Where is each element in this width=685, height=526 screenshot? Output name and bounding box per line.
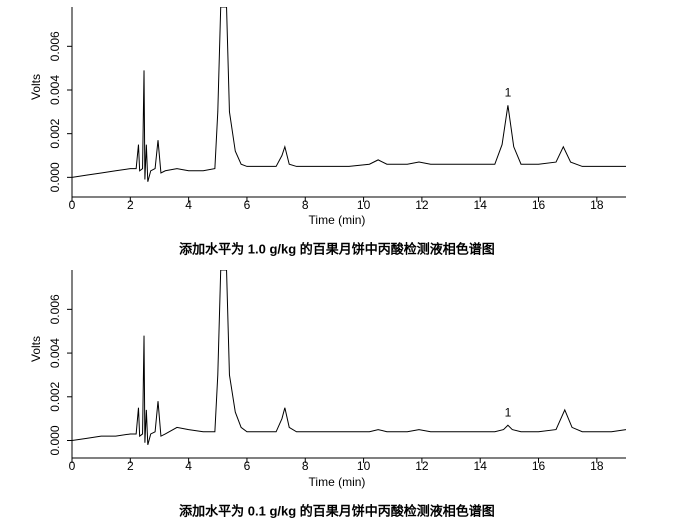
x-tick-label: 18 [590,459,604,473]
x-tick-label: 14 [474,198,488,212]
x-tick-label: 10 [357,459,371,473]
peak-annotation: 1 [505,85,512,99]
y-tick-label: 0.006 [48,31,62,61]
peak-annotation: 1 [505,405,512,419]
x-tick-label: 10 [357,198,371,212]
trace [72,7,626,182]
y-axis-label: Volts [29,336,43,362]
y-tick-label: 0.004 [48,338,62,368]
x-tick-label: 0 [69,198,76,212]
x-axis-label: Time (min) [309,475,366,489]
x-tick-label: 2 [127,459,134,473]
x-tick-label: 14 [474,459,488,473]
x-tick-label: 6 [244,459,251,473]
x-tick-label: 4 [185,459,192,473]
y-tick-label: 0.004 [48,75,62,105]
y-axis-label: Volts [29,74,43,100]
x-tick-label: 8 [302,198,309,212]
x-tick-label: 8 [302,459,309,473]
trace [72,270,626,446]
chart-caption: 添加水平为 1.0 g/kg 的百果月饼中丙酸检测液相色谱图 [179,241,495,256]
x-tick-label: 16 [532,198,546,212]
y-tick-label: 0.006 [48,294,62,324]
x-tick-label: 12 [415,459,429,473]
x-tick-label: 16 [532,459,546,473]
y-tick-label: 0.002 [48,381,62,411]
y-tick-label: 0.002 [48,118,62,148]
x-tick-label: 12 [415,198,429,212]
x-tick-label: 0 [69,459,76,473]
x-tick-label: 18 [590,198,604,212]
y-tick-label: 0.000 [48,425,62,455]
y-tick-label: 0.000 [48,162,62,192]
x-axis-label: Time (min) [309,213,366,227]
chart-caption: 添加水平为 0.1 g/kg 的百果月饼中丙酸检测液相色谱图 [179,503,495,518]
x-tick-label: 6 [244,198,251,212]
x-tick-label: 4 [185,198,192,212]
x-tick-label: 2 [127,198,134,212]
